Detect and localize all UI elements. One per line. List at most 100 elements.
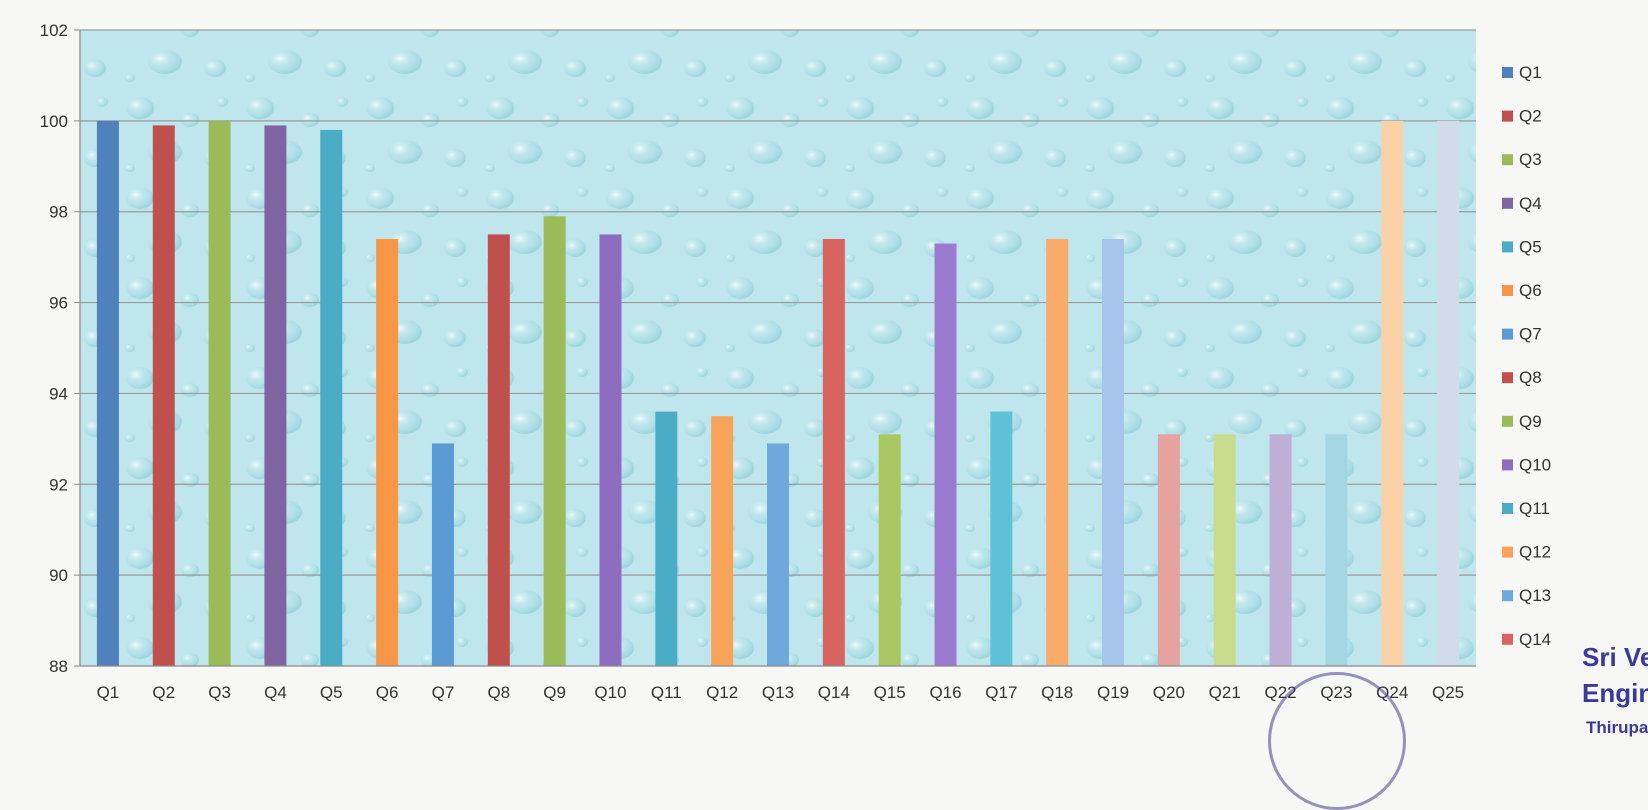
x-tick-label: Q7 — [432, 683, 455, 702]
x-tick-label: Q1 — [97, 683, 120, 702]
legend-swatch — [1502, 503, 1513, 514]
x-tick-label: Q19 — [1097, 683, 1129, 702]
legend-label: Q9 — [1519, 412, 1542, 431]
bar-q6 — [376, 238, 399, 666]
legend-swatch — [1502, 633, 1513, 645]
bar-q1 — [96, 120, 119, 667]
bar-q21 — [1213, 434, 1236, 666]
y-tick-label: 92 — [49, 475, 68, 494]
legend-label: Q1 — [1519, 63, 1542, 82]
legend-item: Q5 — [1502, 237, 1542, 256]
x-tick-label: Q4 — [264, 683, 287, 702]
x-tick-label: Q13 — [762, 683, 794, 702]
legend-label: Q5 — [1519, 237, 1542, 256]
legend-label: Q3 — [1519, 150, 1542, 169]
x-tick-label: Q5 — [320, 683, 343, 702]
x-tick-label: Q23 — [1320, 683, 1352, 702]
legend-swatch — [1502, 285, 1513, 296]
x-tick-label: Q20 — [1153, 683, 1185, 702]
x-tick-label: Q9 — [543, 683, 566, 702]
bars — [96, 120, 1460, 667]
bar-q19 — [1102, 238, 1125, 666]
legend-label: Q7 — [1519, 325, 1542, 344]
bar-q13 — [767, 443, 789, 666]
y-tick-label: 100 — [40, 112, 68, 131]
legend-swatch — [1502, 197, 1513, 209]
legend-label: Q13 — [1519, 586, 1551, 605]
legend-item: Q9 — [1502, 412, 1542, 431]
x-tick-label: Q15 — [874, 683, 906, 702]
bar-q14 — [822, 238, 845, 666]
x-tick-label: Q21 — [1209, 683, 1241, 702]
legend-label: Q4 — [1519, 194, 1542, 213]
legend-label: Q11 — [1519, 499, 1550, 518]
bar-q4 — [264, 125, 287, 666]
x-tick-label: Q11 — [651, 683, 682, 702]
bar-q8 — [487, 234, 510, 666]
legend-swatch — [1502, 546, 1513, 558]
legend-swatch — [1502, 459, 1513, 471]
legend-item: Q13 — [1502, 586, 1551, 605]
x-tick-label: Q24 — [1376, 683, 1408, 702]
x-tick-label: Q17 — [985, 683, 1017, 702]
legend-item: Q4 — [1502, 194, 1542, 213]
legend-swatch — [1502, 67, 1513, 78]
bar-q16 — [934, 243, 957, 666]
y-tick-label: 98 — [49, 203, 68, 222]
legend: Q1 Q2 Q3 Q4 Q5 Q6 Q7 Q8 Q9 Q10 Q11 Q12 Q13 Q14 — [1502, 63, 1551, 649]
legend-swatch — [1502, 372, 1513, 384]
y-tick-label: 96 — [49, 294, 68, 313]
legend-swatch — [1502, 590, 1513, 602]
legend-label: Q10 — [1519, 455, 1551, 474]
x-tick-label: Q6 — [376, 683, 399, 702]
bar-q2 — [152, 125, 175, 666]
y-tick-label: 94 — [49, 384, 68, 403]
x-tick-label: Q3 — [208, 683, 231, 702]
legend-label: Q12 — [1519, 543, 1551, 562]
bar-q23 — [1325, 434, 1348, 666]
bar-q9 — [543, 216, 566, 666]
y-tick-label: 102 — [40, 21, 68, 40]
legend-item: Q7 — [1502, 325, 1542, 344]
legend-item: Q1 — [1502, 63, 1542, 82]
bar-q17 — [990, 411, 1013, 666]
legend-label: Q2 — [1519, 107, 1542, 126]
y-tick-label: 90 — [49, 566, 68, 585]
legend-label: Q14 — [1519, 630, 1551, 649]
x-tick-label: Q14 — [818, 683, 850, 702]
legend-swatch — [1502, 110, 1513, 122]
bar-q22 — [1269, 434, 1292, 666]
bar-q15 — [878, 434, 901, 666]
x-tick-label: Q10 — [594, 683, 626, 702]
bar-q12 — [711, 416, 734, 666]
legend-item: Q8 — [1502, 368, 1542, 387]
legend-swatch — [1502, 241, 1513, 253]
legend-label: Q8 — [1519, 368, 1542, 387]
x-tick-label: Q25 — [1432, 683, 1464, 702]
bar-q18 — [1046, 238, 1069, 666]
bar-q11 — [655, 411, 678, 666]
bar-q25 — [1437, 120, 1460, 667]
legend-item: Q14 — [1502, 630, 1551, 649]
y-tick-label: 88 — [49, 657, 68, 676]
legend-swatch — [1502, 328, 1513, 340]
legend-swatch — [1502, 154, 1513, 166]
y-axis-ticks: 88 90 92 94 96 98 100 102 — [40, 21, 80, 676]
bar-q3 — [208, 120, 231, 667]
bar-q24 — [1381, 120, 1404, 667]
legend-item: Q3 — [1502, 150, 1542, 169]
x-tick-label: Q8 — [487, 683, 510, 702]
legend-swatch — [1502, 415, 1513, 427]
x-tick-label: Q18 — [1041, 683, 1073, 702]
bar-q20 — [1157, 434, 1180, 666]
legend-item: Q6 — [1502, 281, 1542, 300]
legend-item: Q2 — [1502, 107, 1542, 126]
x-tick-label: Q22 — [1264, 683, 1296, 702]
bar-q5 — [320, 129, 343, 666]
x-axis-ticks: Q1 Q2 Q3 Q4 Q5 Q6 Q7 Q8 Q9 Q10 Q11 Q12 Q13 Q14 Q15 Q16 Q… — [97, 683, 1465, 702]
legend-label: Q6 — [1519, 281, 1542, 300]
x-tick-label: Q12 — [706, 683, 738, 702]
x-tick-label: Q2 — [152, 683, 175, 702]
legend-item: Q12 — [1502, 543, 1551, 562]
legend-item: Q10 — [1502, 455, 1551, 474]
